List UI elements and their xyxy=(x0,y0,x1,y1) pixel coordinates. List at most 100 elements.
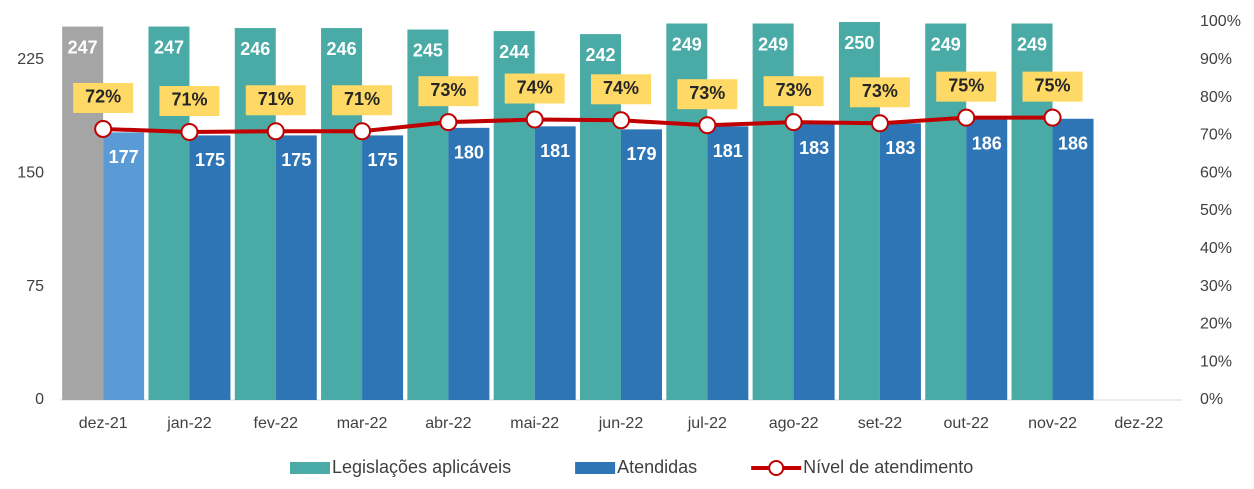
y2-tick-label: 40% xyxy=(1200,240,1232,257)
bar-value-label: 186 xyxy=(972,134,1002,154)
line-value-label: 73% xyxy=(689,83,725,103)
label-box xyxy=(73,82,134,113)
y-tick-label: 150 xyxy=(17,164,44,181)
label-box xyxy=(332,85,393,116)
label-box xyxy=(418,76,479,107)
y2-tick-label: 50% xyxy=(1200,202,1232,219)
bar xyxy=(879,123,921,400)
x-tick-label: mar-22 xyxy=(337,415,388,432)
line-value-label: 75% xyxy=(948,75,984,95)
line-value-label: 74% xyxy=(517,77,553,97)
legend-label: Nível de atendimento xyxy=(803,457,973,477)
bar-value-label: 181 xyxy=(540,141,570,161)
line xyxy=(103,115,1053,134)
bar-value-label: 175 xyxy=(368,150,398,170)
bar-value-label: 247 xyxy=(68,37,98,57)
x-tick-label: mai-22 xyxy=(510,415,559,432)
line-marker xyxy=(353,122,372,141)
bar xyxy=(966,118,1008,400)
bar-value-label: 249 xyxy=(931,34,961,54)
bar-value-label: 245 xyxy=(413,40,443,60)
bar-value-label: 247 xyxy=(154,37,184,57)
bar xyxy=(362,135,404,400)
label-box xyxy=(591,74,651,105)
bar-value-label: 246 xyxy=(327,39,357,59)
line-marker xyxy=(612,111,630,130)
line-value-label: 74% xyxy=(603,78,639,98)
bar-value-label: 186 xyxy=(1058,134,1088,154)
line-marker xyxy=(525,110,544,129)
line-value-label: 71% xyxy=(344,89,380,109)
y-tick-label: 0 xyxy=(35,391,44,408)
label-box xyxy=(763,76,824,107)
line-value-label: 73% xyxy=(430,80,466,100)
bar-value-label: 249 xyxy=(758,34,788,54)
line-marker xyxy=(266,122,285,141)
legend-label: Atendidas xyxy=(617,457,697,477)
line-marker xyxy=(698,116,717,135)
bar xyxy=(534,126,576,400)
legend-swatch xyxy=(290,462,330,474)
line-marker xyxy=(439,113,458,132)
bar xyxy=(448,127,490,400)
bar xyxy=(621,129,662,401)
bar-value-label: 183 xyxy=(799,138,829,158)
line-marker xyxy=(870,114,889,133)
x-tick-label: jan-22 xyxy=(166,415,212,432)
bar-value-label: 242 xyxy=(585,45,615,65)
bar xyxy=(234,28,276,400)
legend-swatch xyxy=(575,462,616,474)
line-value-label: 72% xyxy=(85,87,121,107)
y-tick-label: 225 xyxy=(17,51,44,68)
bar xyxy=(793,123,835,400)
bar xyxy=(275,135,317,400)
y2-tick-label: 100% xyxy=(1200,13,1241,30)
label-box xyxy=(849,77,910,108)
bar xyxy=(148,26,190,400)
legend-label: Legislações aplicáveis xyxy=(332,457,511,477)
bar xyxy=(1052,118,1094,400)
bar-value-label: 175 xyxy=(195,150,225,170)
bar-value-label: 180 xyxy=(454,143,484,163)
y-tick-label: 75 xyxy=(26,278,44,295)
label-box xyxy=(936,71,997,102)
y2-tick-label: 60% xyxy=(1200,164,1232,181)
x-tick-label: fev-22 xyxy=(254,415,299,432)
bar-value-label: 250 xyxy=(844,33,874,53)
line-value-label: 71% xyxy=(171,90,207,110)
x-tick-label: out-22 xyxy=(944,415,989,432)
bar-value-label: 249 xyxy=(1017,34,1047,54)
line-marker xyxy=(957,108,976,127)
bar-value-label: 179 xyxy=(626,144,656,164)
y2-tick-label: 20% xyxy=(1200,316,1232,333)
bar-value-label: 181 xyxy=(713,141,743,161)
bar xyxy=(189,135,231,400)
y2-tick-label: 30% xyxy=(1200,278,1232,295)
y2-tick-label: 80% xyxy=(1200,89,1232,106)
x-tick-label: set-22 xyxy=(858,415,903,432)
x-tick-label: dez-22 xyxy=(1114,415,1163,432)
x-tick-label: jul-22 xyxy=(687,415,727,432)
y2-tick-label: 10% xyxy=(1200,353,1232,370)
label-box xyxy=(504,73,565,104)
line-marker xyxy=(180,122,199,141)
y2-tick-label: 90% xyxy=(1200,51,1232,68)
bar-value-label: 246 xyxy=(240,39,270,59)
bar-value-label: 244 xyxy=(499,42,529,62)
line-marker xyxy=(784,113,803,132)
y2-tick-label: 70% xyxy=(1200,127,1232,144)
bar xyxy=(707,126,749,400)
bar xyxy=(321,28,363,400)
bar-value-label: 249 xyxy=(672,34,702,54)
x-tick-label: nov-22 xyxy=(1028,415,1077,432)
x-tick-label: ago-22 xyxy=(769,415,819,432)
bar xyxy=(62,26,104,400)
line-value-label: 71% xyxy=(258,89,294,109)
line-value-label: 73% xyxy=(862,81,898,101)
y2-tick-label: 0% xyxy=(1200,391,1223,408)
x-tick-label: abr-22 xyxy=(425,415,471,432)
label-box xyxy=(677,79,738,110)
line-marker xyxy=(94,119,113,138)
line-value-label: 73% xyxy=(776,80,812,100)
